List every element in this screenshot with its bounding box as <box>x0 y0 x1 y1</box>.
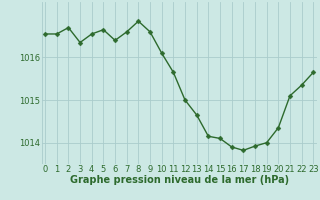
X-axis label: Graphe pression niveau de la mer (hPa): Graphe pression niveau de la mer (hPa) <box>70 175 289 185</box>
